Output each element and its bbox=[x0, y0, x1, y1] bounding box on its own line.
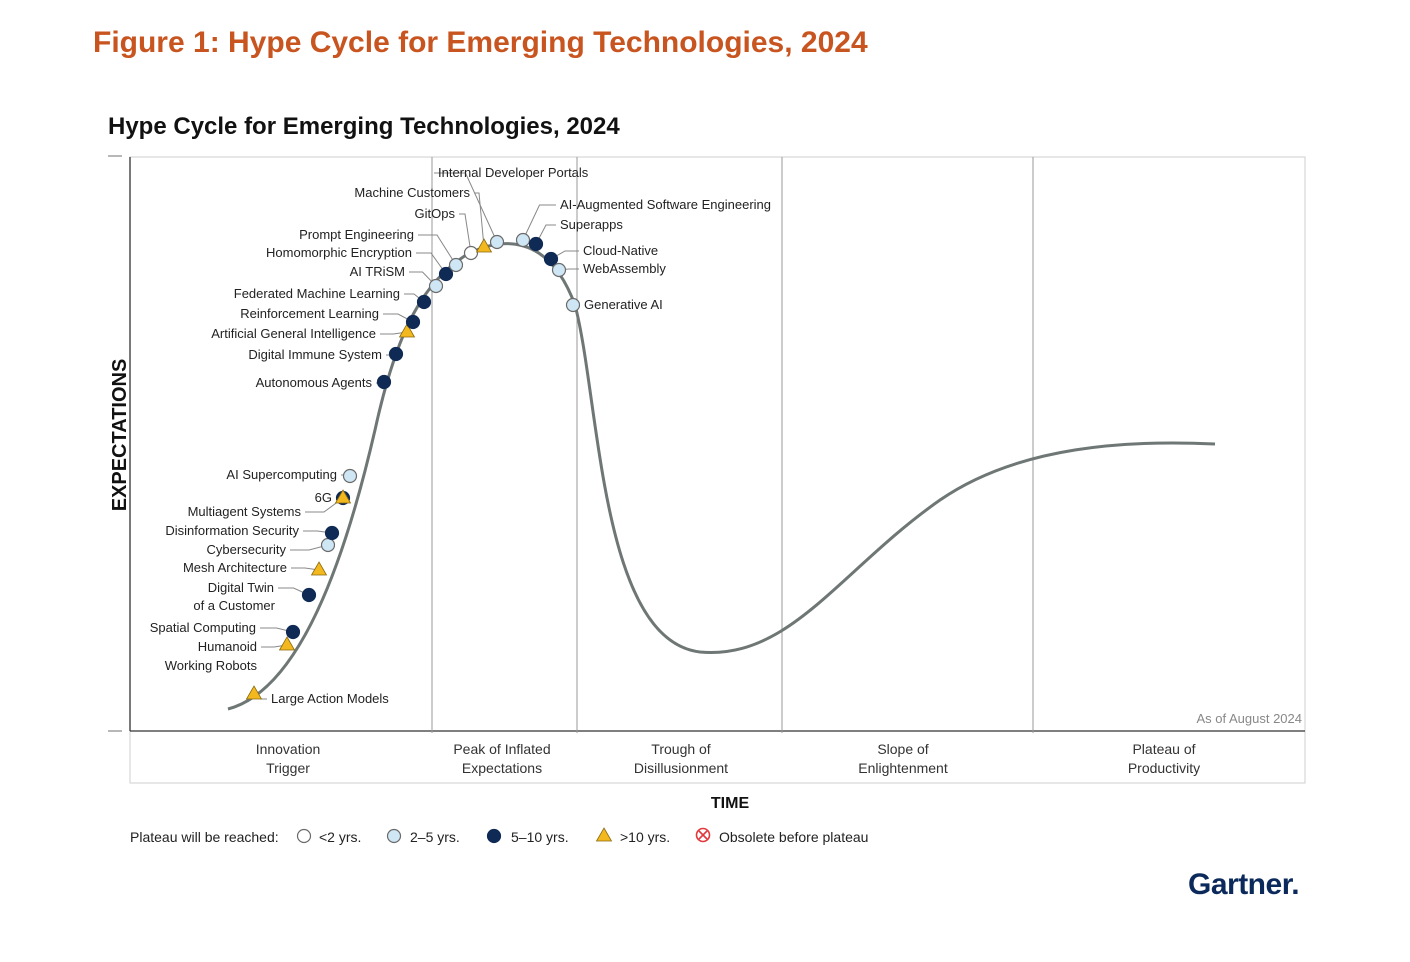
marker-prompt-engineering[interactable] bbox=[448, 257, 464, 273]
marker-machine-customers[interactable] bbox=[475, 238, 493, 253]
phase-label-slope-line1: Slope of bbox=[877, 741, 928, 757]
label-webassembly: WebAssembly bbox=[583, 261, 666, 276]
label-6g: 6G bbox=[315, 490, 332, 505]
marker-homomorphic-encryption[interactable] bbox=[438, 266, 454, 282]
leader-prompt-engineering bbox=[418, 234, 457, 266]
label-internal-developer-portals: Internal Developer Portals bbox=[438, 165, 589, 180]
marker-6g[interactable] bbox=[334, 489, 352, 504]
label-prompt-engineering: Prompt Engineering bbox=[299, 227, 414, 242]
phase-label-plateau-line2: Productivity bbox=[1128, 760, 1200, 776]
label-large-action-models: Large Action Models bbox=[271, 691, 389, 706]
label-ai-trism: AI TRiSM bbox=[350, 264, 405, 279]
label-multiagent-systems: Multiagent Systems bbox=[188, 504, 302, 519]
label-digital-immune-system: Digital Immune System bbox=[248, 347, 382, 362]
marker-mesh-architecture[interactable] bbox=[310, 561, 328, 576]
leader-superapps bbox=[535, 224, 556, 245]
legend-gt10-marker bbox=[595, 827, 613, 842]
label-ai-augmented-software-engineering: AI-Augmented Software Engineering bbox=[560, 197, 771, 212]
phase-label-innovation-trigger-line1: Innovation bbox=[256, 741, 321, 757]
technology-labels: Large Action Models Humanoid Working Robot… bbox=[150, 165, 771, 706]
label-artificial-general-intelligence: Artificial General Intelligence bbox=[211, 326, 376, 341]
legend-gt10-label: >10 yrs. bbox=[620, 829, 670, 845]
legend-5to10-marker bbox=[486, 828, 502, 844]
phase-label-trough-line1: Trough of bbox=[651, 741, 711, 757]
marker-digital-immune-system[interactable] bbox=[388, 346, 404, 362]
label-reinforcement-learning: Reinforcement Learning bbox=[240, 306, 379, 321]
legend-2to5-marker bbox=[386, 828, 402, 844]
label-generative-ai: Generative AI bbox=[584, 297, 663, 312]
phase-label-peak-line2: Expectations bbox=[462, 760, 542, 776]
label-gitops: GitOps bbox=[415, 206, 456, 221]
label-digital-twin-of-a-customer-line1: Digital Twin bbox=[208, 580, 274, 595]
marker-spatial-computing[interactable] bbox=[285, 624, 301, 640]
label-cloud-native: Cloud-Native bbox=[583, 243, 658, 258]
phase-label-innovation-trigger-line2: Trigger bbox=[266, 760, 310, 776]
technology-markers bbox=[245, 232, 581, 700]
gartner-logo-mark: . bbox=[1291, 868, 1300, 901]
as-of-note: As of August 2024 bbox=[1196, 711, 1302, 726]
leader-internal-developer-portals bbox=[434, 172, 498, 243]
leader-ai-augmented-software-engineering bbox=[522, 204, 556, 241]
phase-labels: Innovation Trigger Peak of Inflated Expe… bbox=[256, 741, 1200, 776]
phase-label-trough-line2: Disillusionment bbox=[634, 760, 728, 776]
legend-5to10-label: 5–10 yrs. bbox=[511, 829, 569, 845]
label-ai-supercomputing: AI Supercomputing bbox=[226, 467, 337, 482]
label-humanoid-working-robots-line2: Working Robots bbox=[165, 658, 258, 673]
legend-title: Plateau will be reached: bbox=[130, 829, 279, 845]
phase-label-plateau-line1: Plateau of bbox=[1132, 741, 1195, 757]
marker-internal-developer-portals[interactable] bbox=[489, 234, 505, 250]
label-homomorphic-encryption: Homomorphic Encryption bbox=[266, 245, 412, 260]
marker-cybersecurity[interactable] bbox=[320, 537, 336, 553]
label-machine-customers: Machine Customers bbox=[354, 185, 470, 200]
hype-curve bbox=[227, 242, 1216, 711]
phase-label-slope-line2: Enlightenment bbox=[858, 760, 948, 776]
legend-2to5-label: 2–5 yrs. bbox=[410, 829, 460, 845]
phase-label-peak-line1: Peak of Inflated bbox=[453, 741, 550, 757]
label-spatial-computing: Spatial Computing bbox=[150, 620, 256, 635]
chart-title: Hype Cycle for Emerging Technologies, 20… bbox=[108, 113, 620, 140]
marker-digital-twin-of-a-customer[interactable] bbox=[301, 587, 317, 603]
plot-area: As of August 2024 bbox=[108, 155, 1306, 784]
label-mesh-architecture: Mesh Architecture bbox=[183, 560, 287, 575]
label-digital-twin-of-a-customer-line2: of a Customer bbox=[193, 598, 275, 613]
label-superapps: Superapps bbox=[560, 217, 623, 232]
marker-federated-machine-learning[interactable] bbox=[416, 294, 432, 310]
label-federated-machine-learning: Federated Machine Learning bbox=[234, 286, 400, 301]
marker-ai-trism[interactable] bbox=[428, 278, 444, 294]
y-axis-label: EXPECTATIONS bbox=[109, 359, 131, 512]
marker-generative-ai[interactable] bbox=[565, 297, 581, 313]
label-disinformation-security: Disinformation Security bbox=[165, 523, 299, 538]
marker-ai-supercomputing[interactable] bbox=[342, 468, 358, 484]
marker-autonomous-agents[interactable] bbox=[376, 374, 392, 390]
leader-homomorphic-encryption bbox=[416, 252, 447, 275]
marker-artificial-general-intelligence[interactable] bbox=[398, 323, 416, 338]
marker-disinformation-security[interactable] bbox=[324, 525, 340, 541]
legend-lt2-marker bbox=[296, 828, 312, 844]
legend-obsolete-marker bbox=[695, 827, 711, 843]
marker-superapps[interactable] bbox=[528, 236, 544, 252]
marker-reinforcement-learning[interactable] bbox=[405, 314, 421, 330]
marker-cloud-native[interactable] bbox=[543, 251, 559, 267]
leader-machine-customers bbox=[474, 192, 485, 248]
legend: Plateau will be reached: <2 yrs. 2–5 yrs… bbox=[130, 827, 868, 845]
label-humanoid-working-robots-line1: Humanoid bbox=[198, 639, 257, 654]
gartner-logo-text: Gartner bbox=[1188, 868, 1292, 901]
label-cybersecurity: Cybersecurity bbox=[207, 542, 287, 557]
gartner-logo: Gartner. bbox=[1188, 868, 1300, 902]
marker-ai-augmented-software-engineering[interactable] bbox=[515, 232, 531, 248]
label-autonomous-agents: Autonomous Agents bbox=[256, 375, 373, 390]
legend-lt2-label: <2 yrs. bbox=[319, 829, 361, 845]
marker-webassembly[interactable] bbox=[551, 262, 567, 278]
legend-obsolete-label: Obsolete before plateau bbox=[719, 829, 868, 845]
marker-large-action-models[interactable] bbox=[245, 685, 263, 700]
x-axis-label: TIME bbox=[711, 795, 750, 812]
figure-title: Figure 1: Hype Cycle for Emerging Techno… bbox=[93, 26, 868, 59]
marker-humanoid-working-robots[interactable] bbox=[278, 636, 296, 651]
marker-gitops[interactable] bbox=[463, 245, 479, 261]
leader-gitops bbox=[459, 213, 472, 254]
